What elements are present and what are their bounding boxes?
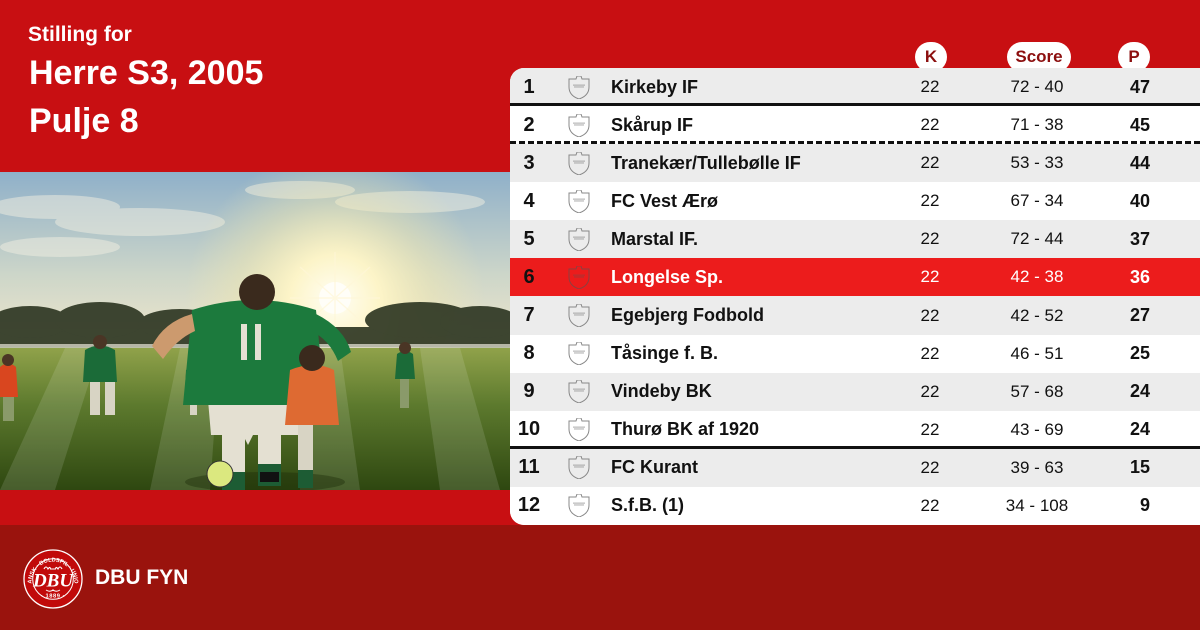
svg-text:· 1889 ·: · 1889 · xyxy=(41,594,65,600)
svg-text:DBU: DBU xyxy=(32,571,74,592)
